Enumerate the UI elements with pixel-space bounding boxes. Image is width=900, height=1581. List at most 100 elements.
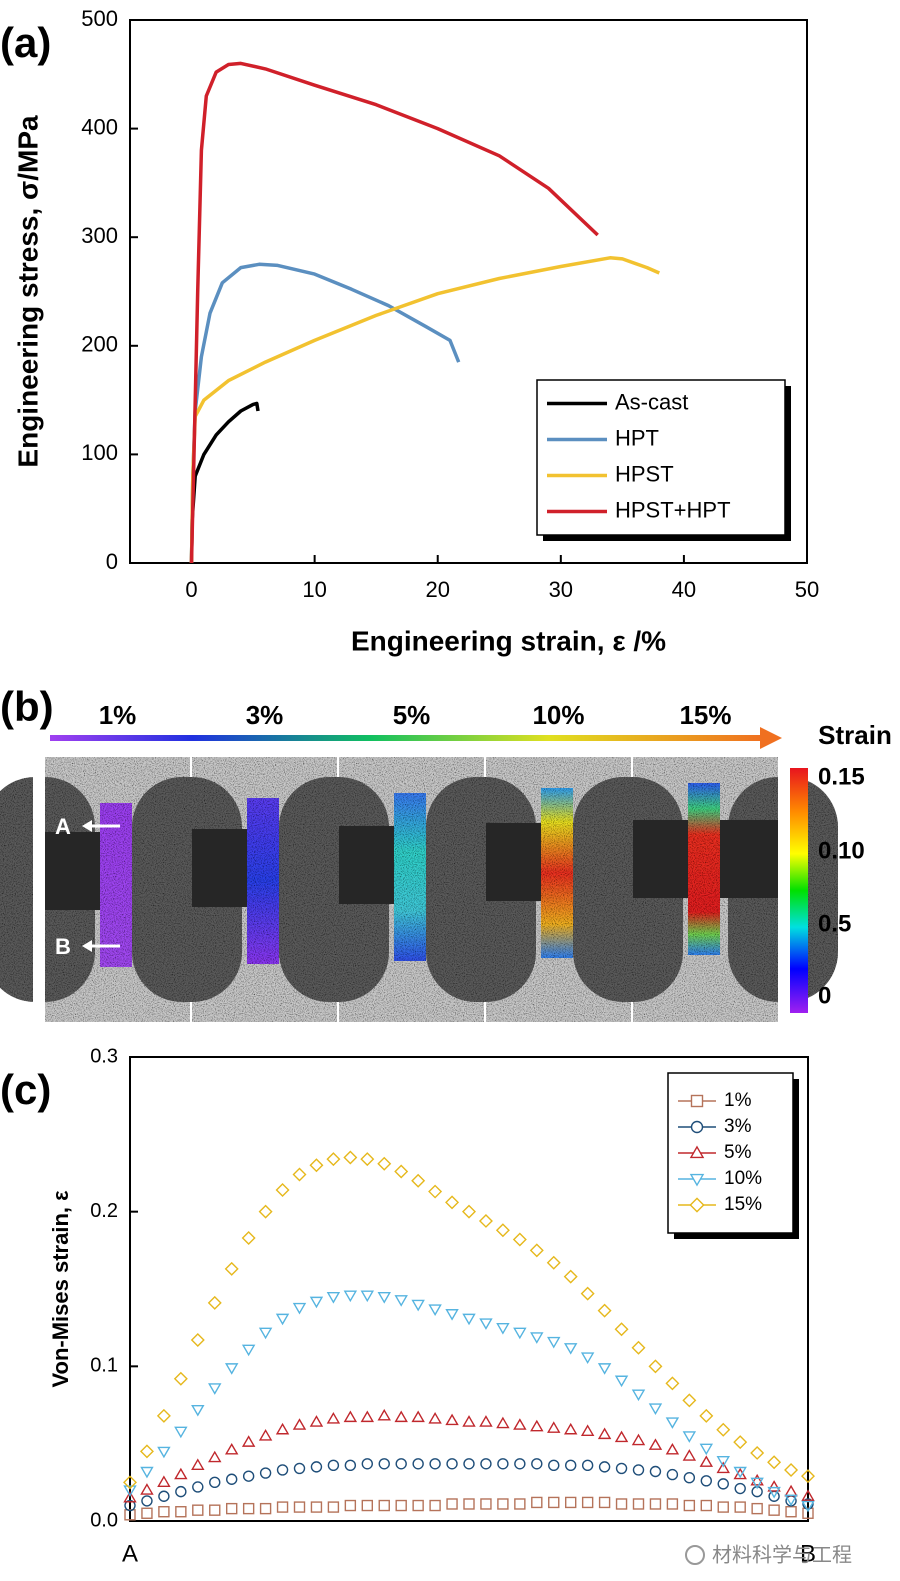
data-point	[241, 1344, 256, 1357]
data-point	[175, 1506, 187, 1518]
data-point	[139, 1444, 154, 1459]
data-point	[445, 1195, 460, 1210]
legend-marker	[689, 1173, 705, 1187]
data-point	[531, 1496, 543, 1509]
data-point	[513, 1418, 527, 1430]
y-tick-label: 300	[81, 223, 118, 248]
strain-arrowhead	[760, 727, 782, 749]
colorbar-tick-label: 0.5	[818, 910, 851, 937]
data-point	[158, 1490, 170, 1502]
data-point	[802, 1507, 814, 1519]
point-label: B	[55, 934, 71, 959]
data-point	[158, 1506, 170, 1518]
tile-clip-left	[33, 757, 45, 1022]
data-point	[734, 1501, 746, 1513]
data-point	[529, 1243, 544, 1258]
data-point	[717, 1478, 729, 1490]
data-line	[189, 256, 661, 564]
data-point	[547, 1421, 561, 1433]
data-point	[683, 1471, 696, 1484]
legend-label: As-cast	[615, 389, 688, 414]
data-point	[649, 1465, 662, 1478]
data-point	[632, 1464, 645, 1476]
data-point	[734, 1482, 746, 1495]
data-point	[497, 1498, 509, 1510]
data-point	[580, 1424, 595, 1436]
data-line	[189, 61, 599, 564]
data-point	[123, 1485, 137, 1497]
data-point	[462, 1204, 476, 1219]
data-point	[530, 1332, 544, 1344]
data-point	[548, 1496, 560, 1509]
data-point	[478, 1213, 493, 1228]
legend-label: 15%	[724, 1194, 762, 1215]
data-point	[785, 1506, 797, 1518]
data-point	[327, 1459, 340, 1472]
data-point	[597, 1363, 612, 1375]
data-point	[326, 1412, 341, 1424]
data-point	[514, 1498, 526, 1510]
data-point	[173, 1371, 188, 1386]
y-axis-title: Von-Mises strain, ε	[48, 1190, 73, 1388]
data-point	[191, 1458, 205, 1471]
data-point	[565, 1459, 577, 1472]
data-point	[631, 1340, 646, 1355]
dic-tile	[573, 757, 838, 1022]
data-point	[326, 1292, 341, 1304]
colorbar-tick-label: 0.15	[818, 763, 865, 790]
data-point	[665, 1442, 680, 1455]
data-point	[733, 1467, 747, 1480]
data-point	[275, 1422, 290, 1435]
data-point	[665, 1376, 680, 1391]
data-point	[445, 1413, 459, 1426]
data-point	[716, 1422, 731, 1437]
data-point	[598, 1461, 611, 1473]
data-point	[480, 1458, 492, 1470]
data-point	[700, 1499, 712, 1512]
y-tick-label: 0	[106, 549, 118, 574]
legend-label: HPT	[615, 425, 659, 450]
data-point	[597, 1303, 612, 1318]
data-point	[733, 1466, 747, 1479]
data-point	[140, 1483, 154, 1495]
data-point	[242, 1502, 255, 1515]
legend-label: HPST	[615, 461, 674, 486]
data-point	[343, 1150, 358, 1165]
data-point	[682, 1393, 697, 1408]
data-point	[615, 1498, 628, 1510]
data-point	[717, 1501, 729, 1513]
data-point	[275, 1313, 290, 1326]
data-point	[513, 1327, 527, 1340]
data-point	[699, 1443, 714, 1456]
strain-level-label: 10%	[532, 700, 584, 730]
data-point	[327, 1501, 340, 1513]
data-point	[699, 1455, 714, 1467]
y-tick-label: 200	[81, 332, 118, 357]
data-point	[344, 1499, 357, 1512]
legend-marker	[690, 1120, 704, 1134]
data-line	[189, 401, 260, 564]
data-point	[292, 1418, 307, 1430]
data-point	[344, 1459, 357, 1472]
strain-level-label: 1%	[99, 700, 137, 730]
point-arrowhead	[82, 820, 92, 832]
data-point	[140, 1466, 154, 1479]
data-point	[801, 1469, 815, 1484]
data-point	[208, 1450, 222, 1463]
x-tick-label: 0	[185, 577, 197, 602]
data-point	[293, 1501, 306, 1513]
data-point	[632, 1498, 645, 1510]
x-tick-label: 20	[425, 577, 449, 602]
data-point	[666, 1468, 679, 1481]
data-point	[241, 1230, 256, 1245]
data-point	[411, 1173, 426, 1188]
data-point	[581, 1496, 594, 1509]
data-point	[700, 1475, 712, 1487]
panel-label: (c)	[0, 1066, 51, 1113]
legend-label: 1%	[724, 1090, 752, 1111]
data-point	[394, 1410, 408, 1423]
data-point	[495, 1223, 510, 1238]
data-point	[666, 1498, 679, 1510]
y-tick-label: 0.3	[90, 1045, 118, 1067]
data-point	[665, 1417, 680, 1429]
